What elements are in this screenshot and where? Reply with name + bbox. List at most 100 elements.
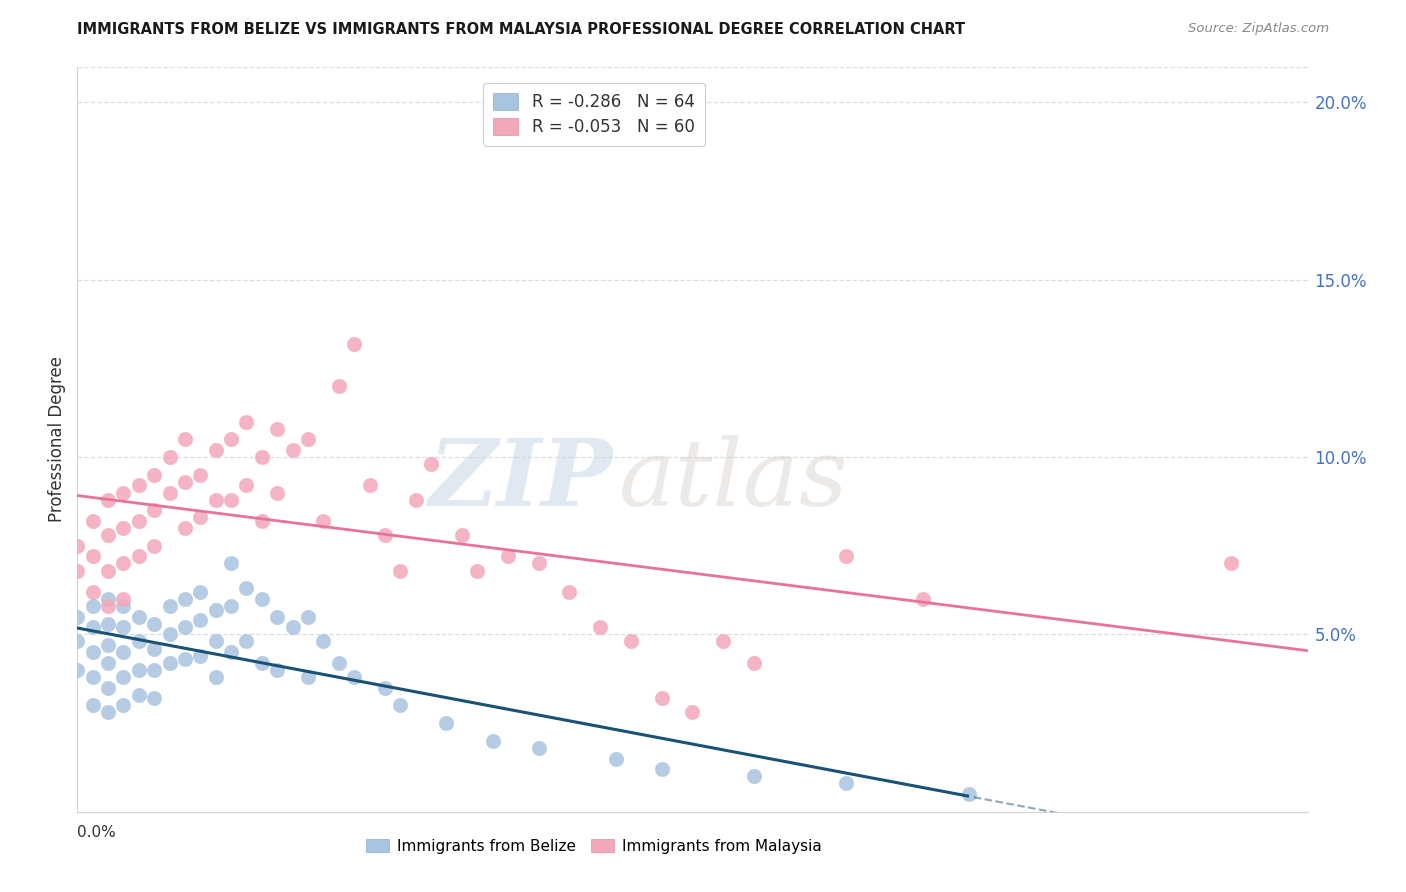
Point (204, 442, 226, 457)
Point (266, 422, 288, 436)
Point (297, 433, 319, 447)
Point (143, 503, 166, 517)
Point (143, 616, 166, 631)
Point (250, 656, 273, 670)
Point (128, 663, 150, 677)
Point (66, 609, 89, 624)
Point (97, 681, 120, 695)
Point (742, 769, 765, 783)
Point (957, 787, 980, 801)
Point (204, 670, 226, 684)
Point (266, 663, 288, 677)
Point (190, 648, 212, 663)
Point (190, 510, 212, 524)
Point (112, 591, 135, 606)
Point (174, 521, 197, 535)
Point (281, 620, 304, 634)
Point (143, 691, 166, 706)
Legend: Immigrants from Belize, Immigrants from Malaysia: Immigrants from Belize, Immigrants from … (360, 832, 828, 860)
Point (835, 549, 858, 564)
Point (174, 620, 197, 634)
Point (159, 656, 181, 670)
Point (835, 776, 858, 790)
Point (66, 663, 89, 677)
Point (112, 521, 135, 535)
Point (481, 733, 503, 747)
Point (97, 528, 120, 542)
Point (97, 591, 120, 606)
Point (589, 620, 612, 634)
Point (82, 645, 104, 659)
Point (174, 652, 197, 666)
Point (128, 514, 150, 528)
Point (159, 627, 181, 641)
Point (143, 641, 166, 656)
Point (389, 564, 412, 578)
Point (66, 539, 89, 553)
Point (190, 467, 212, 482)
Point (450, 528, 472, 542)
Point (204, 634, 226, 648)
Point (374, 528, 396, 542)
Point (128, 609, 150, 624)
Point (266, 609, 288, 624)
Point (112, 557, 135, 571)
Point (436, 716, 458, 731)
Point (312, 634, 335, 648)
Point (219, 645, 242, 659)
Point (159, 450, 181, 464)
Point (82, 670, 104, 684)
Point (97, 599, 120, 613)
Point (112, 698, 135, 713)
Point (97, 492, 120, 507)
Text: IMMIGRANTS FROM BELIZE VS IMMIGRANTS FROM MALAYSIA PROFESSIONAL DEGREE CORRELATI: IMMIGRANTS FROM BELIZE VS IMMIGRANTS FRO… (77, 22, 966, 37)
Point (250, 591, 273, 606)
Point (219, 492, 242, 507)
Point (190, 613, 212, 627)
Point (343, 336, 366, 351)
Point (97, 638, 120, 652)
Point (682, 706, 704, 720)
Point (620, 634, 643, 648)
Text: Source: ZipAtlas.com: Source: ZipAtlas.com (1188, 22, 1329, 36)
Point (420, 457, 443, 471)
Point (82, 599, 104, 613)
Y-axis label: Professional Degree: Professional Degree (48, 356, 66, 523)
Point (97, 616, 120, 631)
Point (128, 634, 150, 648)
Point (711, 634, 734, 648)
Point (651, 691, 673, 706)
Point (266, 485, 288, 500)
Point (112, 645, 135, 659)
Point (250, 514, 273, 528)
Text: atlas: atlas (619, 435, 848, 525)
Point (219, 557, 242, 571)
Point (174, 591, 197, 606)
Point (912, 591, 935, 606)
Point (312, 514, 335, 528)
Point (605, 751, 627, 765)
Point (66, 634, 89, 648)
Point (128, 688, 150, 702)
Point (190, 584, 212, 599)
Point (112, 620, 135, 634)
Point (159, 485, 181, 500)
Point (527, 557, 550, 571)
Point (328, 379, 350, 393)
Point (343, 670, 366, 684)
Point (742, 656, 765, 670)
Point (204, 492, 226, 507)
Point (159, 599, 181, 613)
Point (651, 762, 673, 776)
Point (281, 442, 304, 457)
Point (66, 564, 89, 578)
Point (527, 740, 550, 755)
Text: 0.0%: 0.0% (77, 825, 117, 840)
Point (97, 656, 120, 670)
Point (465, 564, 488, 578)
Point (82, 698, 104, 713)
Point (219, 433, 242, 447)
Point (235, 415, 257, 429)
Point (389, 698, 412, 713)
Point (405, 492, 427, 507)
